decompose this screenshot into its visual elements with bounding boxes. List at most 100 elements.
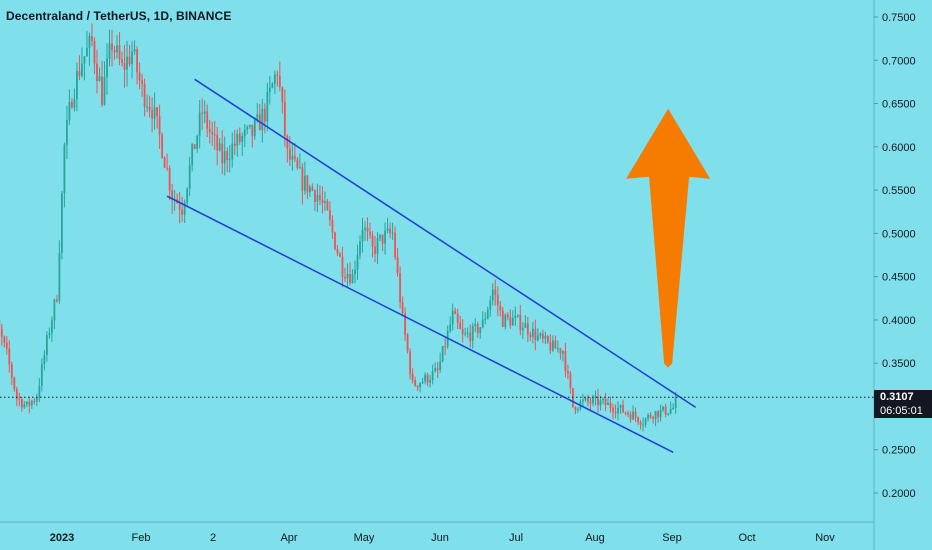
candle — [509, 309, 512, 329]
candle — [5, 336, 8, 355]
candle — [324, 191, 326, 212]
candle — [489, 295, 492, 317]
candle — [236, 129, 239, 157]
candle — [98, 67, 101, 82]
candle — [349, 262, 351, 286]
candle — [456, 308, 459, 330]
candle — [594, 390, 597, 406]
candle — [193, 144, 196, 150]
candle — [181, 197, 184, 222]
candle — [371, 231, 374, 258]
candle — [567, 364, 569, 380]
x-axis-ticks: 2023 Feb 2 Apr May Jun Jul Aug Sep Oct Nov — [50, 532, 836, 544]
candle — [53, 298, 56, 330]
candle — [248, 124, 251, 130]
candle — [361, 217, 364, 253]
candle — [263, 103, 266, 134]
candle — [201, 98, 204, 130]
candle — [524, 315, 527, 328]
candle — [106, 43, 108, 95]
candle — [381, 234, 384, 251]
candle — [669, 401, 672, 415]
candle — [564, 342, 567, 378]
candle — [474, 318, 477, 333]
candle — [63, 142, 66, 208]
candle — [113, 45, 116, 60]
candle — [108, 29, 111, 67]
candle — [319, 185, 321, 206]
candle — [191, 142, 194, 172]
candle — [667, 413, 670, 416]
candle — [587, 394, 589, 407]
candle — [574, 406, 577, 415]
candle — [526, 316, 529, 343]
candle — [416, 385, 419, 392]
candle — [569, 371, 572, 394]
candle — [632, 405, 634, 420]
candle — [469, 324, 472, 348]
candle — [116, 35, 118, 59]
x-tick-label: 2023 — [50, 532, 74, 544]
candle — [25, 401, 28, 408]
candle — [514, 306, 517, 326]
candle — [43, 350, 46, 371]
candle — [261, 99, 264, 143]
candle — [103, 61, 106, 106]
candle — [183, 199, 186, 224]
up-arrow-icon[interactable] — [626, 108, 711, 368]
candle — [238, 127, 241, 145]
channel-lower-line[interactable] — [166, 195, 674, 453]
candle — [491, 283, 494, 306]
candle — [404, 307, 406, 341]
x-tick-label: Aug — [585, 532, 605, 544]
candle — [541, 329, 544, 344]
candle — [218, 137, 221, 152]
candle — [163, 156, 166, 168]
candle — [66, 105, 68, 159]
candle — [562, 349, 564, 362]
candle — [414, 376, 417, 387]
channel-upper-line[interactable] — [194, 78, 697, 408]
candle — [637, 416, 639, 426]
candle — [128, 44, 131, 67]
candle — [15, 386, 18, 407]
candle — [577, 407, 579, 414]
candle — [496, 286, 499, 317]
x-tick-label: Apr — [280, 532, 297, 544]
candle — [186, 187, 189, 207]
candle — [494, 279, 497, 306]
candle — [481, 311, 484, 329]
candle — [311, 183, 314, 192]
candle — [421, 377, 424, 385]
candle — [111, 29, 113, 67]
x-tick-label: Feb — [132, 532, 151, 544]
candle — [8, 340, 11, 373]
candle — [61, 191, 63, 260]
y-tick-label: 0.7000 — [882, 55, 916, 67]
candle — [326, 198, 329, 211]
candle — [251, 124, 254, 148]
candle — [268, 75, 271, 105]
candle — [454, 307, 457, 315]
candle — [50, 316, 53, 342]
candle — [506, 312, 509, 321]
y-tick-label: 0.3500 — [882, 358, 916, 370]
candle — [614, 404, 617, 419]
candle — [303, 161, 306, 195]
candle — [672, 403, 675, 410]
candle — [634, 407, 637, 423]
candle — [309, 184, 311, 197]
candle — [612, 403, 614, 420]
candle — [81, 47, 83, 79]
candle — [141, 73, 143, 97]
x-tick-label: Jun — [431, 532, 449, 544]
x-tick-label: Oct — [738, 532, 755, 544]
candle — [156, 106, 158, 129]
candle — [314, 189, 316, 211]
candle — [101, 60, 103, 108]
candle — [278, 61, 281, 92]
candle — [71, 97, 73, 109]
candle — [644, 417, 647, 428]
candle — [188, 156, 191, 196]
